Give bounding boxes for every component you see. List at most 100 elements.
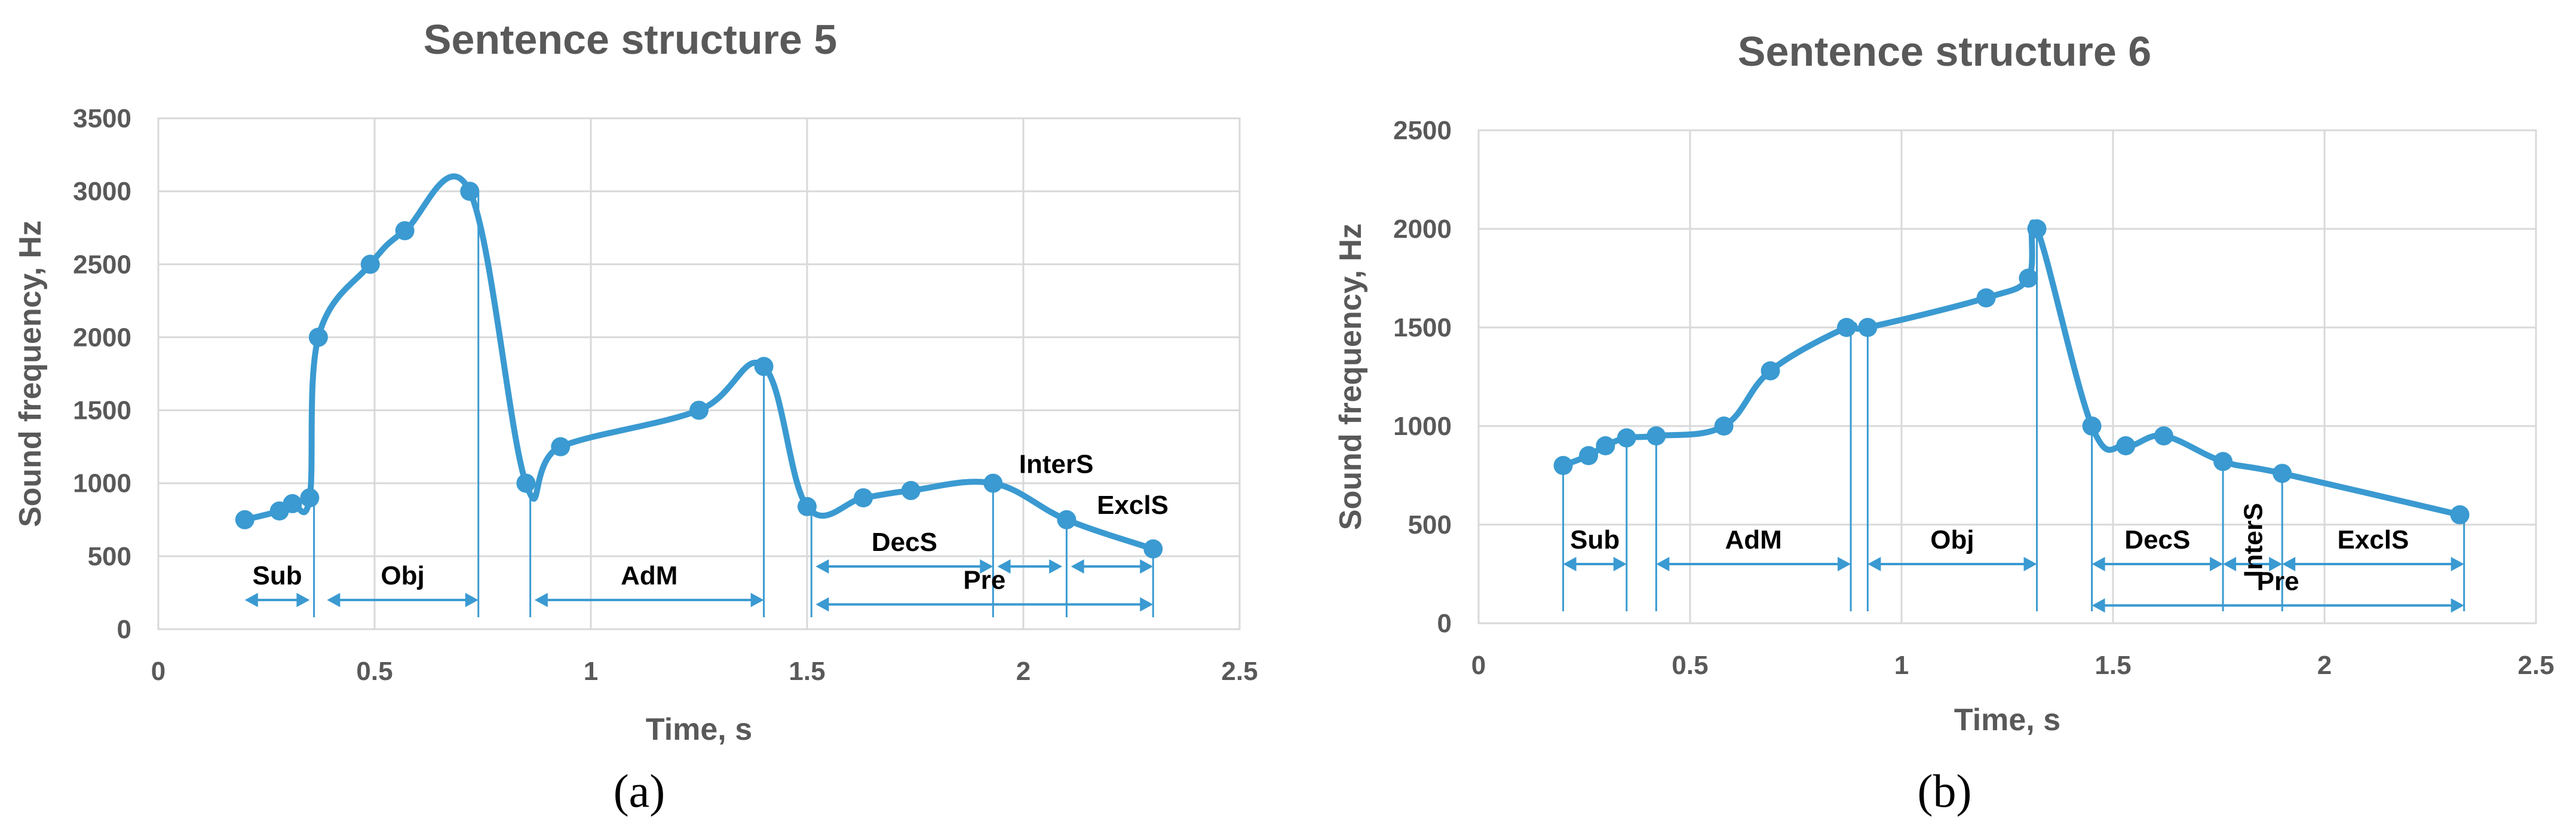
x-tick-label: 2	[2317, 651, 2332, 680]
data-point	[1553, 456, 1573, 475]
arrow-head	[2269, 557, 2283, 571]
arrow-head	[1656, 557, 1670, 571]
data-point	[798, 497, 817, 516]
y-tick-label: 3000	[73, 177, 131, 206]
data-point	[1579, 446, 1599, 465]
y-tick-label: 2000	[1393, 215, 1452, 244]
data-point	[1057, 510, 1077, 529]
data-point	[2213, 452, 2233, 471]
arrow-head	[465, 593, 479, 608]
point-label: ExclS	[1097, 491, 1169, 520]
y-tick-label: 2500	[73, 250, 131, 279]
arrow-head	[750, 593, 764, 608]
data-point	[235, 510, 254, 529]
y-tick-label: 0	[1437, 609, 1452, 638]
data-point	[395, 221, 415, 241]
x-tick-label: 0.5	[356, 657, 392, 686]
data-point	[516, 473, 536, 493]
arrow-head	[2210, 557, 2224, 571]
segment-label: AdM	[621, 561, 677, 590]
arrow-head	[1071, 559, 1084, 574]
data-point	[854, 488, 873, 508]
data-point	[283, 494, 302, 513]
arrow-head	[1140, 597, 1154, 612]
x-tick-label: 2.5	[1221, 657, 1258, 686]
arrow-head	[2223, 557, 2237, 571]
x-tick-label: 1.5	[2094, 651, 2131, 680]
plot-area	[157, 117, 1241, 630]
arrow-head	[1563, 557, 1577, 571]
arrow-head	[980, 559, 993, 574]
y-tick-label: 3500	[73, 104, 131, 133]
segment-label: InterS	[2239, 503, 2268, 578]
segment-label: Sub	[1570, 525, 1620, 555]
arrow-head	[1613, 557, 1627, 571]
arrow-head	[2092, 557, 2105, 571]
data-point	[1596, 436, 1615, 455]
x-tick-label: 2	[1016, 657, 1031, 686]
y-tick-label: 1000	[73, 469, 131, 498]
data-point	[360, 255, 380, 274]
data-point	[754, 357, 774, 376]
data-point	[1646, 426, 1666, 446]
arrow-head	[244, 593, 258, 608]
segment-label: Sub	[253, 561, 302, 590]
arrow-head	[2023, 557, 2037, 571]
y-tick-label: 500	[88, 542, 131, 571]
y-tick-label: 1500	[73, 396, 131, 425]
arrow-head	[815, 559, 829, 574]
arrow-head	[327, 593, 341, 608]
data-point	[2154, 426, 2173, 446]
panel-label: (a)	[614, 765, 666, 817]
point-label: InterS	[1019, 450, 1094, 479]
data-point	[1858, 318, 1878, 337]
data-point	[2027, 219, 2047, 238]
y-tick-label: 0	[117, 615, 131, 644]
y-tick-label: 1500	[1393, 313, 1452, 342]
chart-b: Sentence structure 6 0 0.5 1 1.5 2 2.5 0 500 1000…	[1333, 28, 2554, 817]
segment-label: Obj	[1930, 525, 1974, 555]
x-tick-label: 0	[1471, 651, 1486, 680]
data-point	[1143, 539, 1163, 559]
data-point	[1617, 428, 1636, 448]
x-tick-label: 1	[1894, 651, 1909, 680]
data-point	[551, 437, 571, 457]
arrow-head	[2282, 557, 2296, 571]
segment-label: AdM	[1725, 525, 1782, 555]
x-tick-label: 2.5	[2517, 651, 2554, 680]
arrow-head	[534, 593, 548, 608]
data-point	[308, 327, 328, 347]
arrow-head	[1049, 559, 1063, 574]
chart-title: Sentence structure 6	[1738, 28, 2151, 75]
arrow-head	[2092, 598, 2105, 613]
data-point	[901, 480, 921, 500]
y-tick-label: 2000	[73, 323, 131, 352]
data-point	[1976, 288, 1996, 308]
y-axis-title: Sound frequency, Hz	[1333, 223, 1368, 530]
arrow-head	[1140, 559, 1154, 574]
x-axis-title: Time, s	[1954, 703, 2060, 737]
segment-label: DecS	[872, 528, 937, 557]
segment-label: Obj	[381, 561, 424, 590]
x-tick-label: 0	[151, 657, 165, 686]
arrow-head	[815, 597, 829, 612]
arrow-head	[1838, 557, 1851, 571]
data-point	[1761, 361, 1780, 381]
y-tick-label: 1000	[1393, 412, 1452, 441]
y-tick-label: 2500	[1393, 116, 1452, 145]
panel-label: (b)	[1918, 765, 1972, 817]
plot-area	[1477, 129, 2537, 624]
y-axis-title: Sound frequency, Hz	[13, 220, 48, 527]
data-point	[2019, 268, 2038, 288]
arrow-head	[2451, 557, 2464, 571]
data-point	[2450, 505, 2470, 525]
chart-title: Sentence structure 5	[424, 16, 837, 63]
data-point	[689, 400, 709, 420]
data-point	[2273, 464, 2292, 483]
series-line	[241, 173, 1157, 552]
data-point	[1714, 416, 1734, 436]
x-axis-title: Time, s	[646, 712, 752, 747]
x-tick-label: 1	[584, 657, 598, 686]
segment-label: DecS	[2124, 525, 2190, 555]
